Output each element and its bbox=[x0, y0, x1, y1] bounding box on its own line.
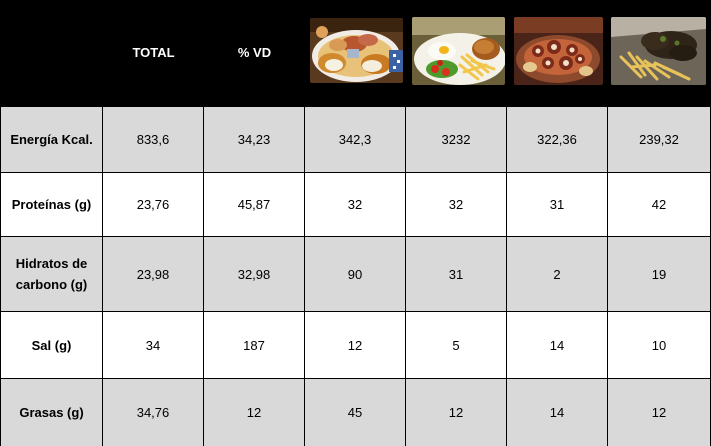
cell-dish-2: 12 bbox=[406, 379, 506, 446]
cell-percent-vd: 12 bbox=[204, 379, 304, 446]
cell-total: 833,6 bbox=[103, 107, 203, 172]
meat-with-fries-photo-icon bbox=[611, 17, 706, 85]
cell-dish-3: 322,36 bbox=[507, 107, 607, 172]
cell-dish-3: 14 bbox=[507, 312, 607, 378]
cell-dish-1: 342,3 bbox=[305, 107, 405, 172]
header-empty-cell bbox=[0, 0, 103, 106]
cell-dish-4: 19 bbox=[608, 237, 710, 311]
row-label: Sal (g) bbox=[1, 312, 102, 378]
fried-egg-fries-salad-photo-icon bbox=[412, 17, 505, 85]
cell-percent-vd: 187 bbox=[204, 312, 304, 378]
cell-dish-4: 12 bbox=[608, 379, 710, 446]
cell-total: 23,98 bbox=[103, 237, 203, 311]
table-row-sal: Sal (g) 34 187 12 5 14 10 bbox=[0, 312, 711, 378]
cell-total: 34 bbox=[103, 312, 203, 378]
table-row-hidratos: Hidratos de carbono (g) 23,98 32,98 90 3… bbox=[0, 237, 711, 311]
cell-dish-2: 31 bbox=[406, 237, 506, 311]
cell-dish-4: 42 bbox=[608, 173, 710, 236]
table-row-energia: Energía Kcal. 833,6 34,23 342,3 3232 322… bbox=[0, 107, 711, 172]
cell-percent-vd: 34,23 bbox=[204, 107, 304, 172]
cell-dish-3: 31 bbox=[507, 173, 607, 236]
table-row-proteinas: Proteínas (g) 23,76 45,87 32 32 31 42 bbox=[0, 173, 711, 236]
cell-total: 23,76 bbox=[103, 173, 203, 236]
cell-percent-vd: 45,87 bbox=[204, 173, 304, 236]
cell-dish-1: 45 bbox=[305, 379, 405, 446]
cell-dish-2: 32 bbox=[406, 173, 506, 236]
cell-dish-3: 2 bbox=[507, 237, 607, 311]
cell-dish-1: 12 bbox=[305, 312, 405, 378]
cell-dish-1: 32 bbox=[305, 173, 405, 236]
row-label: Grasas (g) bbox=[1, 379, 102, 446]
cell-percent-vd: 32,98 bbox=[204, 237, 304, 311]
row-label: Energía Kcal. bbox=[1, 107, 102, 172]
cell-dish-4: 239,32 bbox=[608, 107, 710, 172]
header-total: TOTAL bbox=[132, 44, 175, 60]
table-header-row: TOTAL % VD bbox=[0, 0, 711, 106]
table-row-grasas: Grasas (g) 34,76 12 45 12 14 12 bbox=[0, 379, 711, 446]
row-label: Proteínas (g) bbox=[1, 173, 102, 236]
cell-dish-2: 5 bbox=[406, 312, 506, 378]
cell-total: 34,76 bbox=[103, 379, 203, 446]
fried-platter-photo-icon bbox=[310, 18, 403, 83]
cell-dish-2: 3232 bbox=[406, 107, 506, 172]
cell-dish-1: 90 bbox=[305, 237, 405, 311]
header-percent-vd: % VD bbox=[237, 44, 272, 60]
row-label: Hidratos de carbono (g) bbox=[1, 237, 102, 311]
cell-dish-4: 10 bbox=[608, 312, 710, 378]
cell-dish-3: 14 bbox=[507, 379, 607, 446]
octopus-potatoes-photo-icon bbox=[514, 17, 603, 85]
